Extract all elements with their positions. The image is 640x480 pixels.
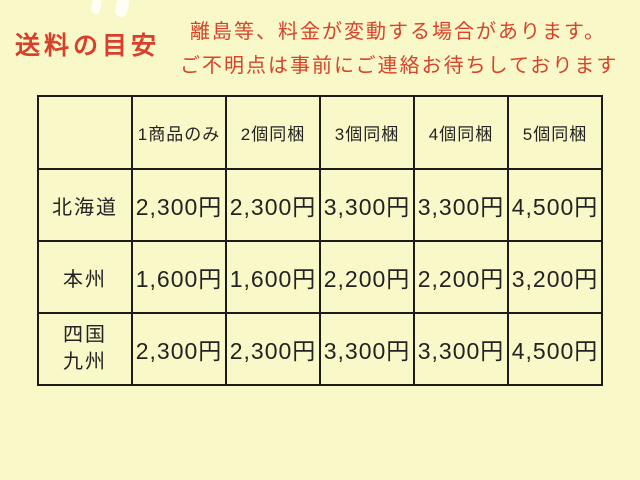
column-header-5-items: 5個同梱 bbox=[507, 95, 603, 170]
fee-cell: 4,500円 bbox=[507, 312, 603, 386]
white-smudge-mark bbox=[113, 0, 131, 19]
fee-cell: 2,300円 bbox=[131, 312, 227, 386]
fee-cell: 2,200円 bbox=[413, 240, 509, 314]
notice-line-1: 離島等、料金が変動する場合があります。 bbox=[190, 21, 606, 43]
shipping-fee-table: 1商品のみ 2個同梱 3個同梱 4個同梱 5個同梱 北海道 2,300円 2,3… bbox=[37, 95, 603, 386]
fee-cell: 3,300円 bbox=[413, 168, 509, 242]
column-header-2-items: 2個同梱 bbox=[225, 95, 321, 170]
fee-cell: 3,300円 bbox=[319, 168, 415, 242]
page-title: 送料の目安 bbox=[15, 32, 161, 60]
notice-line-2: ご不明点は事前にご連絡お待ちしております bbox=[180, 55, 619, 77]
region-label: 本州 bbox=[37, 240, 133, 314]
white-smudge-mark bbox=[90, 0, 103, 15]
region-label-line-1: 四国 bbox=[63, 324, 107, 346]
table-row-shikoku-kyushu: 四国 九州 2,300円 2,300円 3,300円 3,300円 4,500円 bbox=[37, 312, 603, 386]
fee-cell: 2,200円 bbox=[319, 240, 415, 314]
column-header-1-item: 1商品のみ bbox=[131, 95, 227, 170]
region-label: 四国 九州 bbox=[37, 312, 133, 386]
fee-cell: 2,300円 bbox=[225, 312, 321, 386]
region-label: 北海道 bbox=[37, 168, 133, 242]
column-header-region bbox=[37, 95, 133, 170]
column-header-4-items: 4個同梱 bbox=[413, 95, 509, 170]
header-row: 1商品のみ 2個同梱 3個同梱 4個同梱 5個同梱 bbox=[37, 95, 603, 170]
table-row-hokkaido: 北海道 2,300円 2,300円 3,300円 3,300円 4,500円 bbox=[37, 168, 603, 242]
fee-cell: 4,500円 bbox=[507, 168, 603, 242]
column-header-3-items: 3個同梱 bbox=[319, 95, 415, 170]
table-row-honshu: 本州 1,600円 1,600円 2,200円 2,200円 3,200円 bbox=[37, 240, 603, 314]
fee-cell: 3,300円 bbox=[413, 312, 509, 386]
region-label-line-2: 九州 bbox=[63, 351, 107, 373]
fee-cell: 2,300円 bbox=[131, 168, 227, 242]
fee-cell: 3,200円 bbox=[507, 240, 603, 314]
fee-cell: 1,600円 bbox=[131, 240, 227, 314]
fee-cell: 2,300円 bbox=[225, 168, 321, 242]
fee-cell: 3,300円 bbox=[319, 312, 415, 386]
fee-cell: 1,600円 bbox=[225, 240, 321, 314]
